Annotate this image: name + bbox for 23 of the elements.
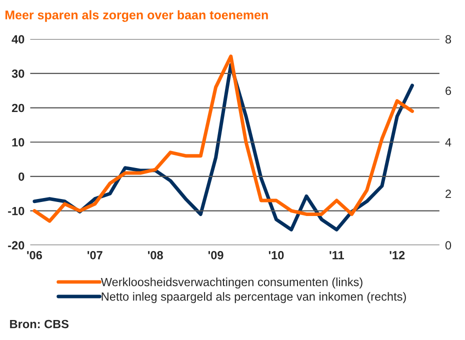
x-tick-label: '08	[148, 251, 163, 260]
x-tick-label: '12	[390, 251, 405, 260]
chart-title: Meer sparen als zorgen over baan toenemen	[5, 10, 268, 22]
x-tick-label: '10	[268, 251, 284, 260]
y-tick-label: -10	[8, 206, 24, 216]
x-tick-label: '06	[27, 251, 42, 260]
y-tick-label: -20	[8, 241, 24, 250]
y-tick-label: 40	[12, 35, 24, 44]
y-tick-label: 30	[12, 69, 24, 78]
y-tick-label: 0	[18, 172, 24, 181]
y2-tick-label: 4	[445, 138, 452, 146]
legend-label: Netto inleg spaargeld als percentage van inkomen (rechts)	[102, 292, 406, 304]
y2-tick-label: 2	[446, 190, 451, 198]
y2-tick-label: 6	[446, 86, 452, 96]
y2-tick-label: 8	[445, 35, 452, 44]
y2-tick-label: 0	[445, 241, 452, 250]
text: Bron: CBS	[10, 320, 69, 328]
y-tick-label: 20	[12, 104, 24, 112]
legend-label: Werkloosheidsverwachtingen consumenten (links)	[100, 278, 362, 289]
x-tick-label: '11	[330, 251, 344, 260]
y-tick-label: 10	[12, 138, 24, 147]
x-tick-label: '09	[208, 251, 224, 260]
x-tick-label: '07	[88, 251, 102, 260]
